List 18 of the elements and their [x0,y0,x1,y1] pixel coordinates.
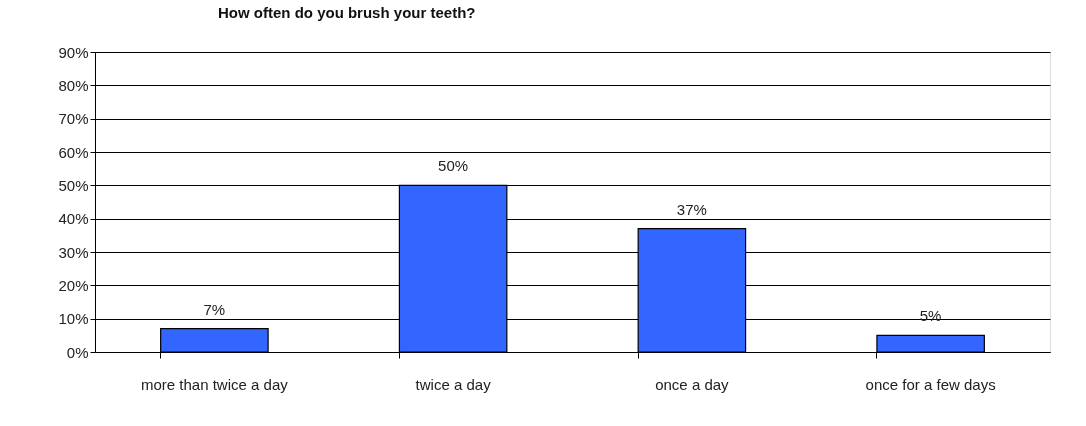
y-tick-label: 40% [58,210,89,228]
y-tick-label: 0% [66,343,89,361]
y-tick-label: 20% [58,276,89,294]
y-tick-label: 60% [58,143,89,161]
y-tick-label: 10% [58,310,89,328]
x-tick-label: once for a few days [865,376,996,393]
y-tick-label: 50% [58,176,89,194]
x-tick-label: more than twice a day [141,376,289,393]
chart-title: How often do you brush your teeth? [217,4,476,21]
y-tick-label: 90% [58,43,89,61]
x-tick-label: twice a day [415,376,492,393]
data-label: 7% [203,300,226,318]
data-label: 50% [438,157,469,175]
y-tick-label: 30% [58,243,89,261]
x-tick-label: once a day [655,376,730,393]
y-tick-label: 70% [58,110,89,128]
y-tick-label: 80% [58,76,89,94]
data-label: 37% [676,200,707,218]
